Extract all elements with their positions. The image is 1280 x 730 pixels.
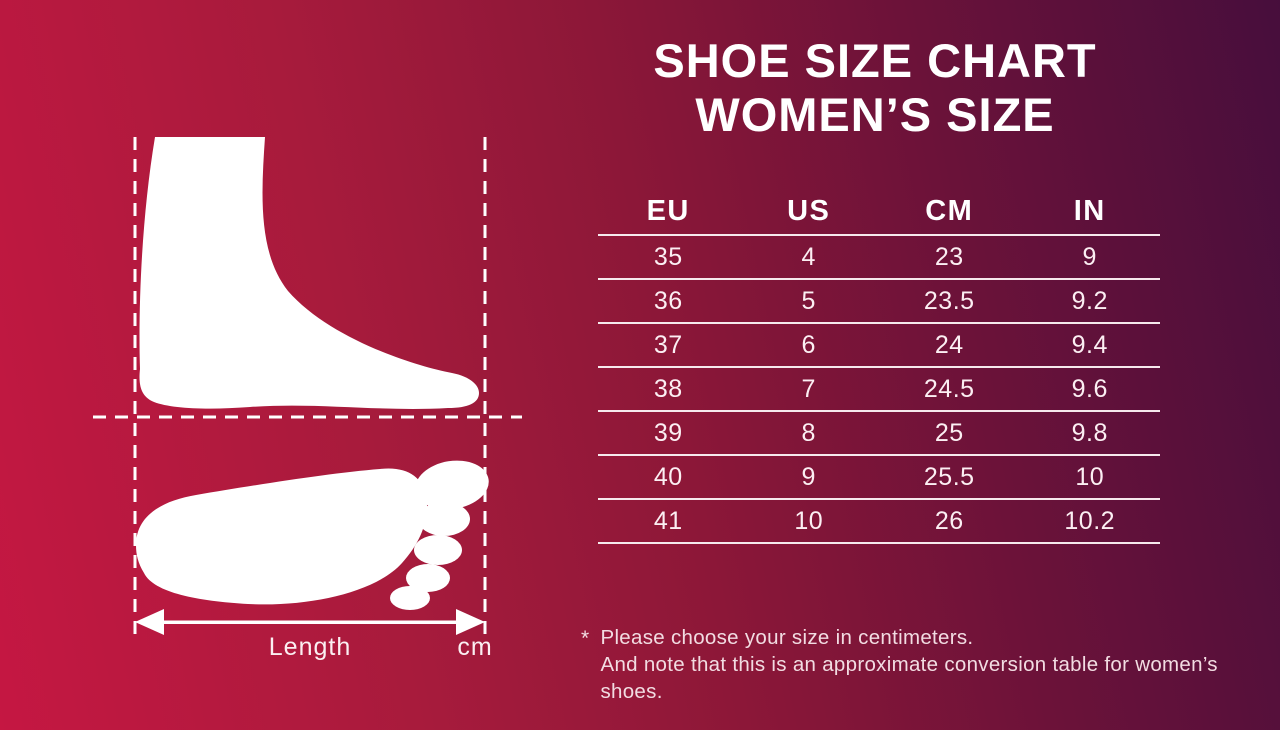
table-cell: 9.2 — [1019, 279, 1160, 324]
foot-measurement-diagram — [93, 137, 522, 643]
table-cell: 25 — [879, 411, 1020, 456]
table-row: 41 10 26 10.2 — [598, 499, 1160, 544]
table-cell: 25.5 — [879, 455, 1020, 500]
table-header-row: EU US CM IN — [598, 188, 1160, 236]
table-cell: 9.4 — [1019, 323, 1160, 368]
table-cell: 10 — [1019, 455, 1160, 500]
title-line-2: WOMEN’S SIZE — [695, 88, 1055, 141]
table-cell: 26 — [879, 499, 1020, 544]
table-row: 39 8 25 9.8 — [598, 411, 1160, 456]
footnote-line-2: And note that this is an approximate con… — [600, 653, 1218, 703]
column-header-cm: CM — [879, 188, 1020, 236]
table-cell: 9.8 — [1019, 411, 1160, 456]
table-cell: 23.5 — [879, 279, 1020, 324]
foot-top-silhouette-icon — [136, 460, 489, 610]
size-table: EU US CM IN 35 4 23 9 36 5 23.5 9.2 37 6 — [598, 188, 1160, 544]
column-header-in: IN — [1019, 188, 1160, 236]
length-arrow — [135, 609, 485, 635]
table-cell: 4 — [738, 235, 879, 280]
table-row: 38 7 24.5 9.6 — [598, 367, 1160, 412]
table-row: 36 5 23.5 9.2 — [598, 279, 1160, 324]
footnote-line-1: Please choose your size in centimeters. — [600, 626, 974, 649]
table-cell: 39 — [598, 411, 739, 456]
title-line-1: SHOE SIZE CHART — [653, 34, 1097, 87]
table-cell: 7 — [738, 367, 879, 412]
table-row: 37 6 24 9.4 — [598, 323, 1160, 368]
length-label: Length — [268, 633, 352, 661]
foot-side-silhouette-icon — [139, 137, 479, 409]
table-cell: 24.5 — [879, 367, 1020, 412]
table-cell: 41 — [598, 499, 739, 544]
table-cell: 23 — [879, 235, 1020, 280]
footnote: * Please choose your size in centimeters… — [581, 624, 1280, 705]
table-cell: 35 — [598, 235, 739, 280]
table-cell: 6 — [738, 323, 879, 368]
page-title: SHOE SIZE CHART WOMEN’S SIZE — [585, 34, 1165, 142]
table-cell: 24 — [879, 323, 1020, 368]
table-cell: 8 — [738, 411, 879, 456]
table-row: 35 4 23 9 — [598, 235, 1160, 280]
table-cell: 38 — [598, 367, 739, 412]
table-cell: 5 — [738, 279, 879, 324]
table-cell: 10.2 — [1019, 499, 1160, 544]
table-cell: 9 — [738, 455, 879, 500]
table-row: 40 9 25.5 10 — [598, 455, 1160, 500]
table-cell: 37 — [598, 323, 739, 368]
column-header-eu: EU — [598, 188, 739, 236]
table-cell: 9 — [1019, 235, 1160, 280]
table-cell: 36 — [598, 279, 739, 324]
table-cell: 10 — [738, 499, 879, 544]
column-header-us: US — [738, 188, 879, 236]
table-cell: 40 — [598, 455, 739, 500]
footnote-marker: * — [581, 627, 590, 650]
table-cell: 9.6 — [1019, 367, 1160, 412]
unit-label: cm — [457, 633, 493, 661]
footnote-text: Please choose your size in centimeters. … — [600, 624, 1280, 705]
